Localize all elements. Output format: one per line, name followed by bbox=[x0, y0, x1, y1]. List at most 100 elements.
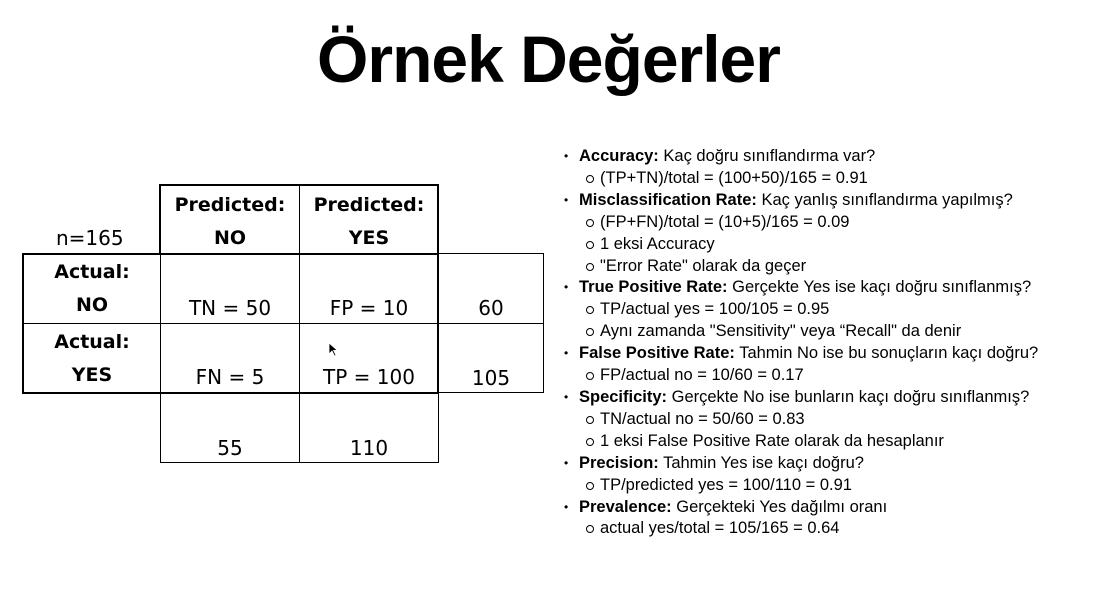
metric-description: Kaç doğru sınıflandırma var? bbox=[658, 147, 876, 165]
metric-term: Misclassification Rate: bbox=[579, 190, 757, 209]
metric-term: Precision: bbox=[579, 453, 659, 472]
col-total-value: 110 bbox=[349, 436, 389, 460]
col-total-no: 55 bbox=[160, 392, 300, 463]
col-header-predicted-no: Predicted: NO bbox=[160, 185, 300, 254]
circle-bullet-icon bbox=[586, 415, 594, 424]
bullet-icon: • bbox=[564, 389, 569, 404]
circle-bullet-icon bbox=[586, 174, 594, 183]
circle-bullet-icon bbox=[586, 306, 594, 315]
metric-description: Tahmin Yes ise kaçı doğru? bbox=[658, 453, 864, 472]
metric-subitem: "Error Rate" olarak da geçer bbox=[562, 256, 1092, 278]
metric-subitem: 1 eksi False Positive Rate olarak da hes… bbox=[562, 431, 1092, 453]
metric-description: Tahmin No ise bu sonuçların kaçı doğru? bbox=[734, 344, 1039, 363]
metric-subitem-text: TN/actual no = 50/60 = 0.83 bbox=[600, 409, 805, 428]
circle-bullet-icon bbox=[586, 218, 594, 227]
metric-subitem-text: (TP+TN)/total = (100+50)/165 = 0.91 bbox=[600, 168, 868, 187]
circle-bullet-icon bbox=[586, 372, 594, 381]
cell-false-negative: FN = 5 bbox=[160, 323, 300, 393]
fp-value: FP = 10 bbox=[329, 296, 409, 320]
matrix-outline bbox=[159, 184, 161, 254]
metric-subitem-text: FP/actual no = 10/60 = 0.17 bbox=[600, 366, 804, 385]
fn-value: FN = 5 bbox=[195, 365, 265, 389]
tn-value: TN = 50 bbox=[188, 296, 272, 320]
confusion-matrix: n=165 Predicted: NO Predicted: YES Actua… bbox=[22, 184, 544, 463]
bullet-icon: • bbox=[564, 455, 569, 470]
col-header-line2: YES bbox=[348, 227, 390, 249]
row-total-yes: 105 bbox=[438, 323, 544, 393]
metric-item: • Precision: Tahmin Yes ise kaçı doğru? bbox=[562, 453, 1092, 475]
metric-subitem-text: actual yes/total = 105/165 = 0.64 bbox=[600, 519, 840, 538]
metric-subitem: 1 eksi Accuracy bbox=[562, 234, 1092, 256]
cell-true-negative: TN = 50 bbox=[160, 253, 300, 324]
matrix-outline bbox=[22, 392, 438, 394]
row-total-value: 60 bbox=[478, 296, 504, 320]
metric-subitem: Aynı zamanda "Sensitivity" veya “Recall"… bbox=[562, 321, 1092, 343]
matrix-outline bbox=[22, 253, 24, 394]
cell-true-positive: TP = 100 bbox=[299, 323, 439, 393]
metric-term: False Positive Rate: bbox=[579, 344, 735, 363]
metric-description: Kaç yanlış sınıflandırma yapılmış? bbox=[756, 190, 1013, 209]
metric-subitem: (TP+TN)/total = (100+50)/165 = 0.91 bbox=[562, 168, 1092, 190]
metric-item: • Specificity: Gerçekte No ise bunların k… bbox=[562, 387, 1092, 409]
col-total-value: 55 bbox=[217, 436, 243, 460]
metric-item: • Accuracy: Kaç doğru sınıflandırma var? bbox=[562, 146, 1092, 168]
circle-bullet-icon bbox=[586, 525, 594, 534]
metric-item: • False Positive Rate: Tahmin No ise bu s… bbox=[562, 343, 1092, 365]
cell-false-positive: FP = 10 bbox=[299, 253, 439, 324]
col-header-line2: NO bbox=[213, 227, 247, 249]
mouse-cursor-icon bbox=[328, 342, 339, 357]
metric-subitem-text: 1 eksi Accuracy bbox=[600, 234, 715, 253]
bullet-icon: • bbox=[564, 280, 569, 295]
metric-subitem: TP/predicted yes = 100/110 = 0.91 bbox=[562, 475, 1092, 497]
row-header-actual-yes: Actual: YES bbox=[23, 323, 161, 393]
metric-subitem-text: (FP+FN)/total = (10+5)/165 = 0.09 bbox=[600, 212, 850, 231]
row-header-line1: Actual: bbox=[54, 331, 130, 353]
metric-subitem: FP/actual no = 10/60 = 0.17 bbox=[562, 365, 1092, 387]
matrix-outline bbox=[160, 184, 439, 186]
row-header-line2: NO bbox=[75, 294, 109, 316]
metric-subitem-text: Aynı zamanda "Sensitivity" veya “Recall"… bbox=[600, 322, 962, 341]
col-header-line1: Predicted: bbox=[313, 194, 425, 216]
metric-subitem-text: TP/actual yes = 100/105 = 0.95 bbox=[600, 300, 830, 319]
bullet-icon: • bbox=[564, 499, 569, 514]
col-header-line1: Predicted: bbox=[174, 194, 286, 216]
col-header-predicted-yes: Predicted: YES bbox=[299, 185, 439, 254]
metric-subitem: (FP+FN)/total = (10+5)/165 = 0.09 bbox=[562, 212, 1092, 234]
matrix-outline bbox=[437, 253, 439, 394]
metric-item: • Misclassification Rate: Kaç yanlış sını… bbox=[562, 190, 1092, 212]
circle-bullet-icon bbox=[586, 437, 594, 446]
row-header-line2: YES bbox=[71, 364, 113, 386]
circle-bullet-icon bbox=[586, 262, 594, 271]
metric-description: Gerçekteki Yes dağılmı oranı bbox=[671, 497, 888, 516]
metric-subitem: TP/actual yes = 100/105 = 0.95 bbox=[562, 299, 1092, 321]
slide-title: Örnek Değerler bbox=[317, 22, 781, 96]
row-total-value: 105 bbox=[471, 366, 511, 390]
metrics-list: • Accuracy: Kaç doğru sınıflandırma var? (… bbox=[562, 146, 1092, 540]
sample-size-label: n=165 bbox=[56, 226, 124, 250]
circle-bullet-icon bbox=[586, 328, 594, 337]
metric-term: Specificity: bbox=[579, 387, 668, 406]
metric-subitem: TN/actual no = 50/60 = 0.83 bbox=[562, 409, 1092, 431]
metric-term: True Positive Rate: bbox=[579, 278, 728, 297]
metric-item: • True Positive Rate: Gerçekte Yes ise ka… bbox=[562, 277, 1092, 299]
bullet-icon: • bbox=[564, 192, 569, 207]
metric-description: Gerçekte No ise bunların kaçı doğru sını… bbox=[667, 387, 1030, 406]
col-total-yes: 110 bbox=[299, 392, 439, 463]
circle-bullet-icon bbox=[586, 240, 594, 249]
metric-item: • Prevalence: Gerçekteki Yes dağılmı oran… bbox=[562, 497, 1092, 519]
bullet-icon: • bbox=[564, 149, 569, 163]
row-total-no: 60 bbox=[438, 253, 544, 324]
row-header-actual-no: Actual: NO bbox=[23, 253, 161, 324]
metric-description: Gerçekte Yes ise kaçı doğru sınıflanmış? bbox=[727, 278, 1032, 297]
tp-value: TP = 100 bbox=[323, 365, 415, 389]
metric-subitem-text: 1 eksi False Positive Rate olarak da hes… bbox=[600, 431, 944, 450]
matrix-outline bbox=[22, 253, 438, 255]
metric-subitem-text: TP/predicted yes = 100/110 = 0.91 bbox=[600, 475, 852, 494]
metric-subitem: actual yes/total = 105/165 = 0.64 bbox=[562, 518, 1092, 540]
row-header-line1: Actual: bbox=[54, 261, 130, 283]
metric-subitem-text: "Error Rate" olarak da geçer bbox=[600, 256, 807, 275]
metric-term: Accuracy: bbox=[579, 147, 659, 165]
matrix-outline bbox=[437, 184, 439, 254]
metric-term: Prevalence: bbox=[579, 497, 672, 516]
bullet-icon: • bbox=[564, 346, 569, 361]
